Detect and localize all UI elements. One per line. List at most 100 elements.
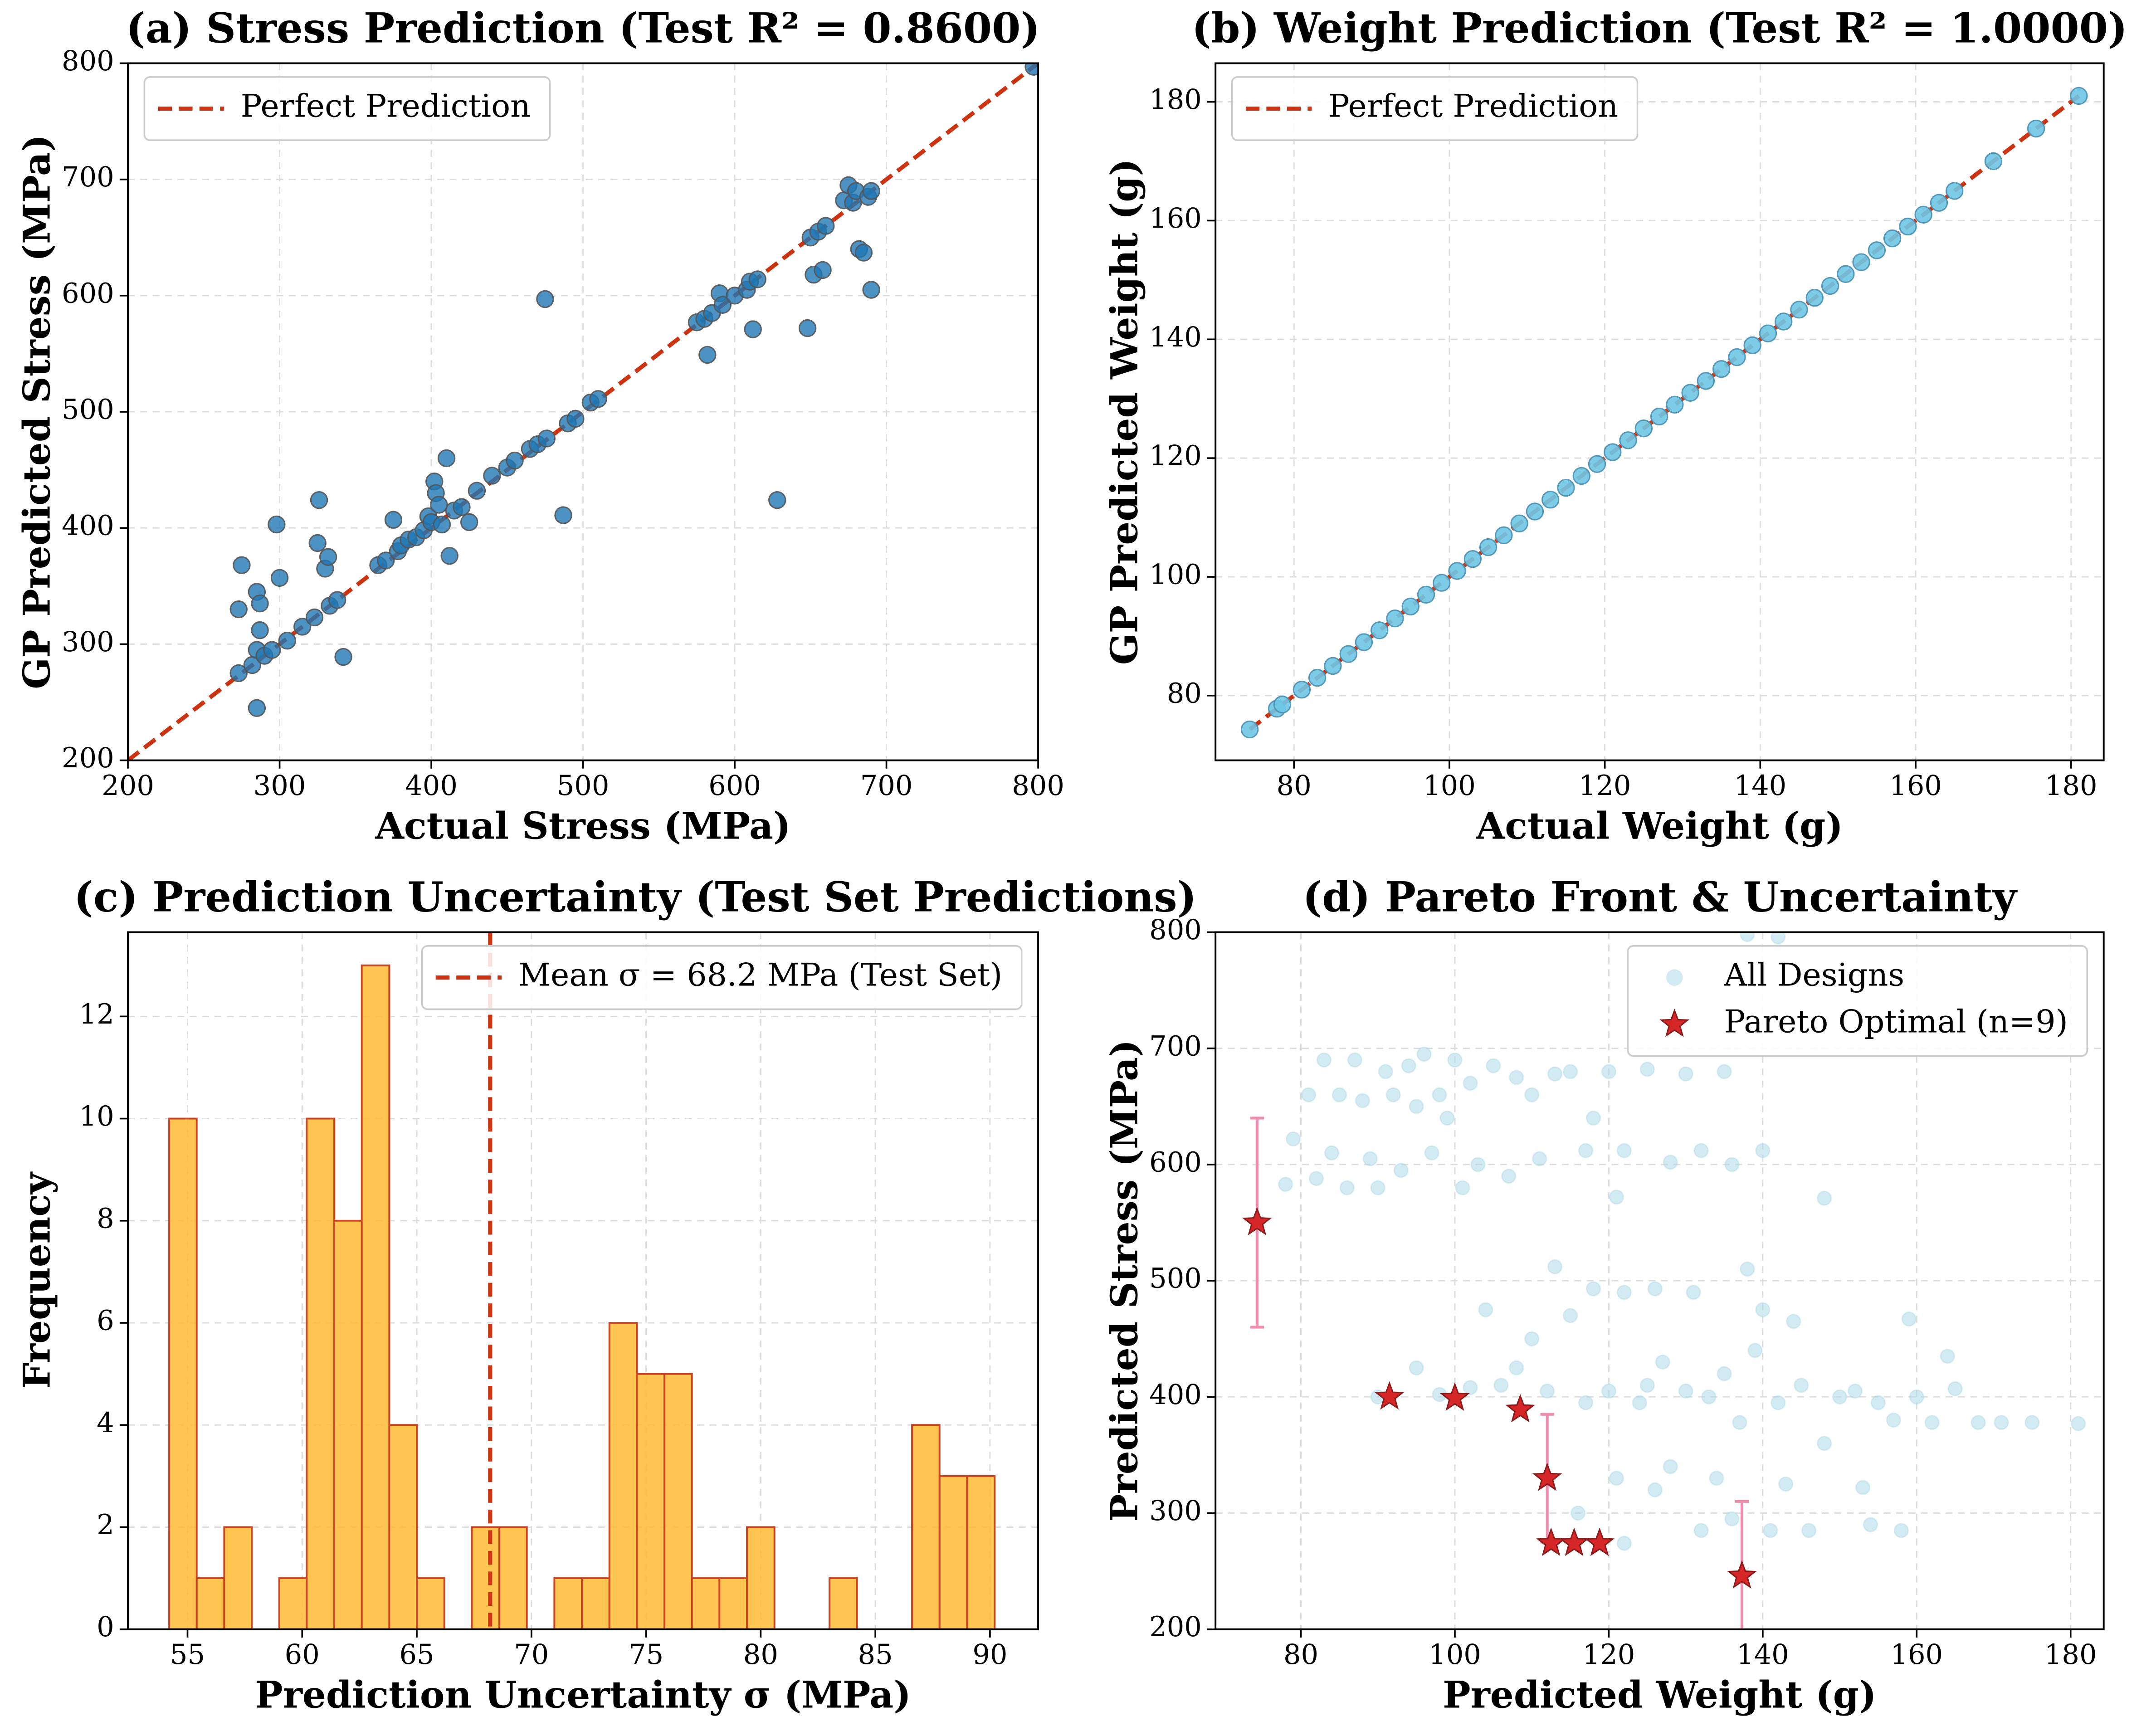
y-tick-label: 400 bbox=[1149, 1379, 1202, 1411]
scatter-point bbox=[1740, 1261, 1755, 1277]
scatter-point bbox=[1821, 277, 1839, 295]
y-tick-label: 800 bbox=[62, 45, 114, 77]
scatter-point bbox=[1984, 152, 2003, 171]
pareto-star bbox=[1559, 1527, 1589, 1556]
scatter-point bbox=[1632, 1395, 1647, 1410]
scatter-point bbox=[1914, 205, 1932, 224]
scatter-point bbox=[1732, 1414, 1747, 1430]
histogram-bar bbox=[416, 1577, 445, 1629]
scatter-point bbox=[1616, 1536, 1632, 1551]
x-tick-label: 120 bbox=[1579, 770, 1631, 802]
y-tick-label: 600 bbox=[1149, 1146, 1202, 1178]
scatter-point bbox=[1743, 336, 1761, 355]
plot-marks bbox=[1240, 87, 2088, 739]
scatter-point bbox=[1886, 1412, 1902, 1428]
plot-frame bbox=[127, 62, 1039, 761]
scatter-point bbox=[1837, 265, 1855, 283]
x-axis-label: Predicted Weight (g) bbox=[1443, 1673, 1877, 1717]
scatter-point bbox=[1663, 1459, 1678, 1474]
pareto-star bbox=[1242, 1207, 1272, 1236]
scatter-point bbox=[1609, 1470, 1624, 1486]
x-tick-label: 85 bbox=[858, 1639, 893, 1671]
scatter-point bbox=[1805, 288, 1824, 307]
histogram-bar bbox=[553, 1577, 583, 1629]
x-tick-label: 60 bbox=[285, 1639, 320, 1671]
scatter-point bbox=[1416, 1046, 1432, 1062]
x-axis-label: Actual Weight (g) bbox=[1476, 805, 1843, 848]
scatter-point bbox=[1930, 194, 1948, 212]
scatter-point bbox=[1701, 1389, 1717, 1404]
scatter-point bbox=[308, 534, 327, 552]
y-tick-label: 500 bbox=[1149, 1263, 1202, 1295]
scatter-point bbox=[270, 569, 289, 587]
x-tick-label: 180 bbox=[2045, 770, 2097, 802]
scatter-point bbox=[1401, 597, 1419, 616]
scatter-point bbox=[1562, 1064, 1578, 1079]
scatter-point bbox=[1847, 1383, 1863, 1399]
scatter-point bbox=[1324, 1145, 1340, 1161]
x-tick-label: 100 bbox=[1429, 1639, 1481, 1671]
y-tick-label: 6 bbox=[97, 1305, 114, 1337]
scatter-point bbox=[1486, 1058, 1501, 1073]
scatter-point bbox=[1493, 1377, 1509, 1393]
histogram-bar bbox=[636, 1373, 666, 1629]
scatter-point bbox=[1946, 182, 1964, 200]
scatter-point bbox=[1740, 932, 1755, 942]
scatter-point bbox=[1532, 1151, 1547, 1166]
pareto-star bbox=[1374, 1381, 1405, 1410]
scatter-point bbox=[1709, 1470, 1724, 1486]
legend-box bbox=[1627, 945, 2088, 1057]
scatter-point bbox=[1557, 478, 1575, 497]
scatter-point bbox=[1747, 1343, 1763, 1358]
scatter-point bbox=[1478, 1302, 1493, 1317]
scatter-point bbox=[862, 281, 880, 299]
histogram-bar bbox=[223, 1526, 253, 1629]
y-axis-label: GP Predicted Stress (MPa) bbox=[15, 134, 59, 689]
scatter-point bbox=[814, 261, 832, 279]
histogram-bar bbox=[498, 1526, 528, 1629]
scatter-point bbox=[1278, 1176, 1293, 1192]
x-tick-label: 100 bbox=[1423, 770, 1476, 802]
chart-title: (b) Weight Prediction (Test R² = 1.0000) bbox=[1192, 4, 2127, 52]
x-tick-label: 800 bbox=[1012, 770, 1064, 802]
x-tick-label: 70 bbox=[514, 1639, 549, 1671]
scatter-point bbox=[1883, 229, 1902, 248]
scatter-point bbox=[1562, 1308, 1578, 1323]
scatter-point bbox=[319, 548, 337, 566]
scatter-point bbox=[1240, 720, 1259, 739]
scatter-point bbox=[1385, 1087, 1401, 1102]
scatter-point bbox=[1316, 1052, 1332, 1068]
scatter-point bbox=[1339, 645, 1357, 663]
y-axis-label: Predicted Stress (MPa) bbox=[1103, 1039, 1146, 1522]
x-tick-label: 80 bbox=[1277, 770, 1312, 802]
pareto-star bbox=[1727, 1560, 1757, 1589]
scatter-point bbox=[1755, 1143, 1771, 1158]
plot-marks bbox=[168, 932, 995, 1629]
histogram-bar bbox=[581, 1577, 610, 1629]
plot-frame bbox=[1215, 62, 2105, 761]
scatter-point bbox=[1547, 1259, 1563, 1275]
histogram-bar bbox=[966, 1475, 995, 1629]
plot-marks bbox=[128, 63, 1039, 761]
pareto-star bbox=[1440, 1382, 1470, 1411]
scatter-point bbox=[1301, 1087, 1317, 1102]
legend-box bbox=[421, 945, 1023, 1010]
scatter-point bbox=[440, 546, 459, 565]
scatter-point bbox=[1639, 1062, 1655, 1077]
scatter-point bbox=[1650, 407, 1668, 426]
y-tick-label: 80 bbox=[1167, 678, 1202, 709]
scatter-point bbox=[430, 496, 448, 514]
scatter-point bbox=[1585, 1110, 1601, 1126]
pareto-star bbox=[1585, 1527, 1615, 1556]
scatter-point bbox=[483, 467, 501, 485]
scatter-point bbox=[1893, 1523, 1909, 1538]
scatter-point bbox=[1801, 1523, 1817, 1538]
scatter-point bbox=[1370, 1180, 1385, 1195]
scatter-point bbox=[1293, 681, 1311, 699]
y-tick-label: 600 bbox=[62, 278, 114, 309]
x-tick-label: 140 bbox=[1737, 1639, 1789, 1671]
x-tick-label: 400 bbox=[405, 770, 458, 802]
y-tick-label: 200 bbox=[1149, 1611, 1202, 1643]
scatter-point bbox=[1678, 1383, 1693, 1399]
scatter-point bbox=[278, 631, 296, 650]
